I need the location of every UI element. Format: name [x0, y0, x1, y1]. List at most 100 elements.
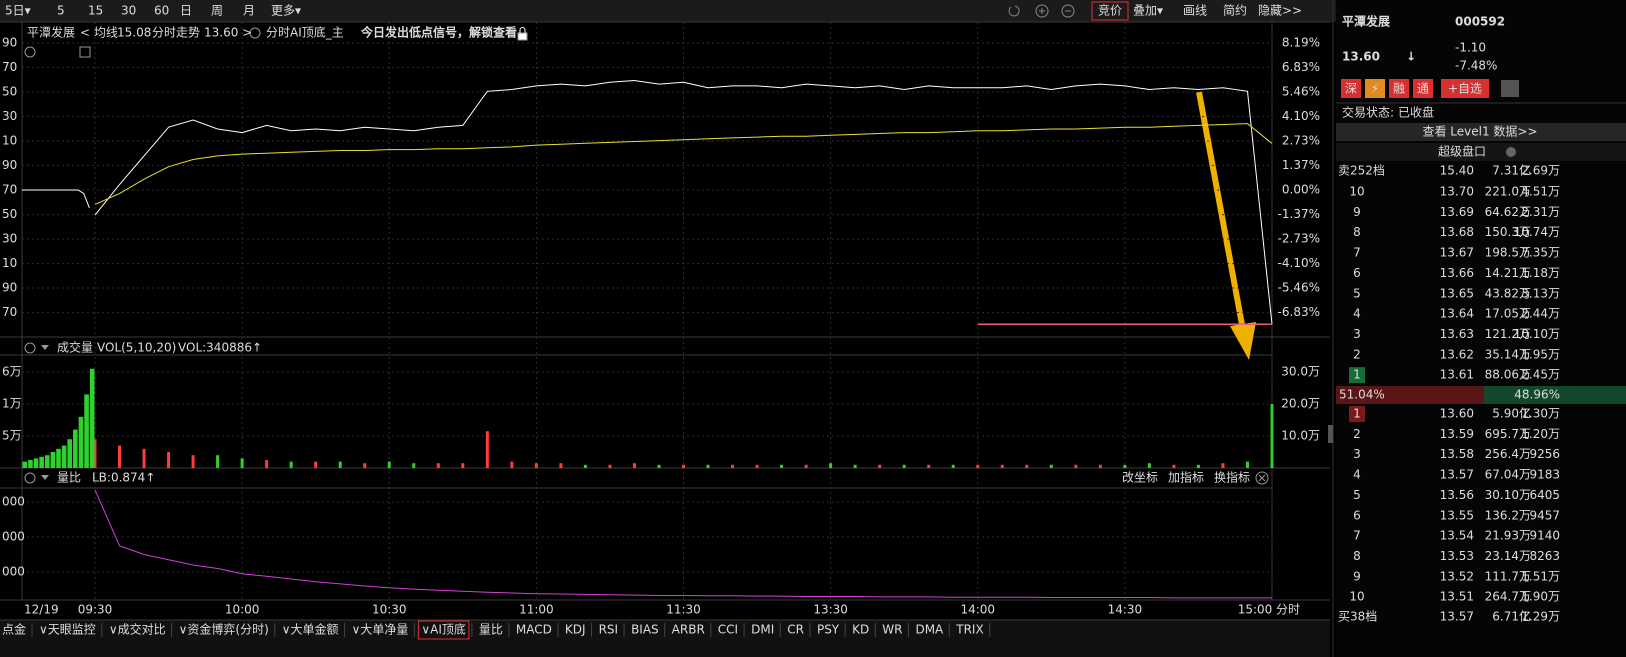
- order-volume: 35.14万: [1485, 347, 1531, 361]
- volume-bar: [191, 455, 195, 468]
- toolbar-icons[interactable]: [1008, 1, 1129, 21]
- collapse-handle[interactable]: [1328, 425, 1333, 443]
- tab[interactable]: KDJ: [565, 623, 586, 637]
- level1-link[interactable]: 查看 Level1 数据>>: [1422, 124, 1537, 139]
- order-price: 13.56: [1440, 488, 1474, 502]
- order-change: 7.35万: [1521, 246, 1560, 260]
- toolbar-item[interactable]: 30: [121, 4, 136, 18]
- badge[interactable]: [1441, 79, 1489, 98]
- x-tick-label: 11:30: [666, 603, 701, 617]
- order-level: 4: [1353, 307, 1361, 321]
- volume-bar: [534, 463, 538, 468]
- tab[interactable]: ∨天眼监控: [39, 623, 96, 637]
- order-price: 13.70: [1440, 185, 1474, 199]
- badge-label[interactable]: 融: [1393, 82, 1405, 96]
- volume-bar: [878, 464, 882, 468]
- tab[interactable]: ∨AI顶底: [421, 622, 466, 637]
- order-change: 1.30万: [1521, 407, 1560, 421]
- badge-label[interactable]: 通: [1417, 82, 1429, 96]
- tab[interactable]: 量比: [479, 623, 503, 637]
- toolbar-item[interactable]: 15: [88, 4, 103, 18]
- tab[interactable]: CCI: [718, 623, 738, 637]
- volume-bar: [73, 429, 78, 468]
- arrow-annotation: [1196, 91, 1256, 360]
- order-price: 13.52: [1440, 569, 1474, 583]
- toolbar-item[interactable]: 简约: [1223, 3, 1247, 18]
- vol-params: VOL(5,10,20): [97, 341, 176, 355]
- toolbar-item[interactable]: 更多▾: [271, 4, 301, 18]
- y-tick-label: -1.37%: [1278, 207, 1320, 221]
- y-left-label: 50: [2, 85, 17, 99]
- toolbar-item[interactable]: 叠加▾: [1133, 4, 1163, 18]
- toolbar-item[interactable]: 60: [154, 4, 169, 18]
- tab[interactable]: KD: [852, 623, 869, 637]
- order-volume: 256.4万: [1485, 447, 1531, 461]
- toolbar-item[interactable]: 画线: [1183, 4, 1207, 18]
- badge[interactable]: [1365, 79, 1385, 98]
- order-price: 13.53: [1440, 549, 1474, 563]
- volume-bar: [1049, 464, 1053, 468]
- tab[interactable]: RSI: [599, 623, 619, 637]
- tab[interactable]: MACD: [516, 623, 552, 637]
- toolbar-item[interactable]: 5日▾: [5, 4, 31, 18]
- x-tick-label: 15:00: [1238, 603, 1273, 617]
- y-tick-label: 0.00%: [1282, 183, 1320, 197]
- order-volume: 67.04万: [1485, 468, 1531, 482]
- ratio-bar: [1484, 386, 1626, 404]
- order-change: 9457: [1529, 508, 1560, 522]
- toolbar-item[interactable]: 竞价: [1098, 4, 1122, 18]
- y-tick-label: 30.0万: [1281, 365, 1320, 379]
- badge-label[interactable]: +自选: [1448, 82, 1482, 96]
- badge-label[interactable]: ⚡: [1371, 82, 1379, 96]
- tab[interactable]: DMI: [751, 623, 774, 637]
- badge[interactable]: [1389, 79, 1409, 98]
- tab[interactable]: ARBR: [672, 623, 705, 637]
- volume-bar: [1270, 404, 1274, 468]
- toolbar-item[interactable]: 日: [180, 4, 192, 18]
- avg-line: [94, 123, 1273, 205]
- tab[interactable]: ∨资金博弈(分时): [179, 622, 269, 637]
- toolbar-item[interactable]: 5: [57, 4, 65, 18]
- tab[interactable]: WR: [882, 623, 902, 637]
- x-tick-label: 11:00: [519, 603, 554, 617]
- toolbar-item[interactable]: 隐藏>>: [1258, 4, 1302, 18]
- toolbar-item[interactable]: 周: [211, 4, 223, 18]
- order-volume: 5.90亿: [1492, 406, 1531, 421]
- toolbar-item[interactable]: 月: [243, 4, 255, 18]
- tab[interactable]: CR: [787, 623, 804, 637]
- order-volume: 221.0万: [1485, 185, 1531, 199]
- tab[interactable]: TRIX: [955, 623, 983, 637]
- tab[interactable]: ∨成交对比: [109, 622, 166, 637]
- volume-bar: [387, 461, 391, 468]
- order-volume: 21.93万: [1485, 529, 1531, 543]
- badge[interactable]: [1413, 79, 1433, 98]
- tab[interactable]: 点金: [2, 622, 26, 637]
- order-level: 3: [1353, 327, 1361, 341]
- alert-icon[interactable]: [1501, 80, 1519, 97]
- tab[interactable]: DMA: [915, 623, 944, 637]
- x-tick-label: 14:00: [960, 603, 995, 617]
- y-left-label: 70: [2, 183, 17, 197]
- x-axis-label: 分时: [1276, 603, 1300, 617]
- tool-button[interactable]: 换指标: [1214, 470, 1250, 485]
- badge-label[interactable]: 深: [1345, 82, 1357, 96]
- order-level: 4: [1353, 468, 1361, 482]
- side-arrow: ↓: [1406, 50, 1416, 64]
- tab[interactable]: PSY: [817, 623, 840, 637]
- tab[interactable]: BIAS: [631, 623, 659, 637]
- tab[interactable]: ∨大单金额: [282, 622, 339, 637]
- tool-button[interactable]: 改坐标: [1122, 471, 1158, 485]
- side-price: 13.60: [1342, 50, 1380, 64]
- tool-button[interactable]: 加指标: [1168, 470, 1204, 485]
- header-icons[interactable]: [24, 27, 1269, 485]
- x-tick-label: 14:30: [1108, 603, 1143, 617]
- volume-bar: [1245, 461, 1249, 468]
- order-change: 6405: [1529, 488, 1560, 502]
- order-price: 13.61: [1440, 368, 1474, 382]
- y-left-label: 10: [2, 134, 17, 148]
- y-left-label: 50: [2, 207, 17, 221]
- badge[interactable]: [1341, 79, 1361, 98]
- dropdown-arrows[interactable]: [41, 345, 49, 480]
- tab[interactable]: ∨大单净量: [352, 623, 409, 637]
- level1-bar[interactable]: [1336, 123, 1626, 141]
